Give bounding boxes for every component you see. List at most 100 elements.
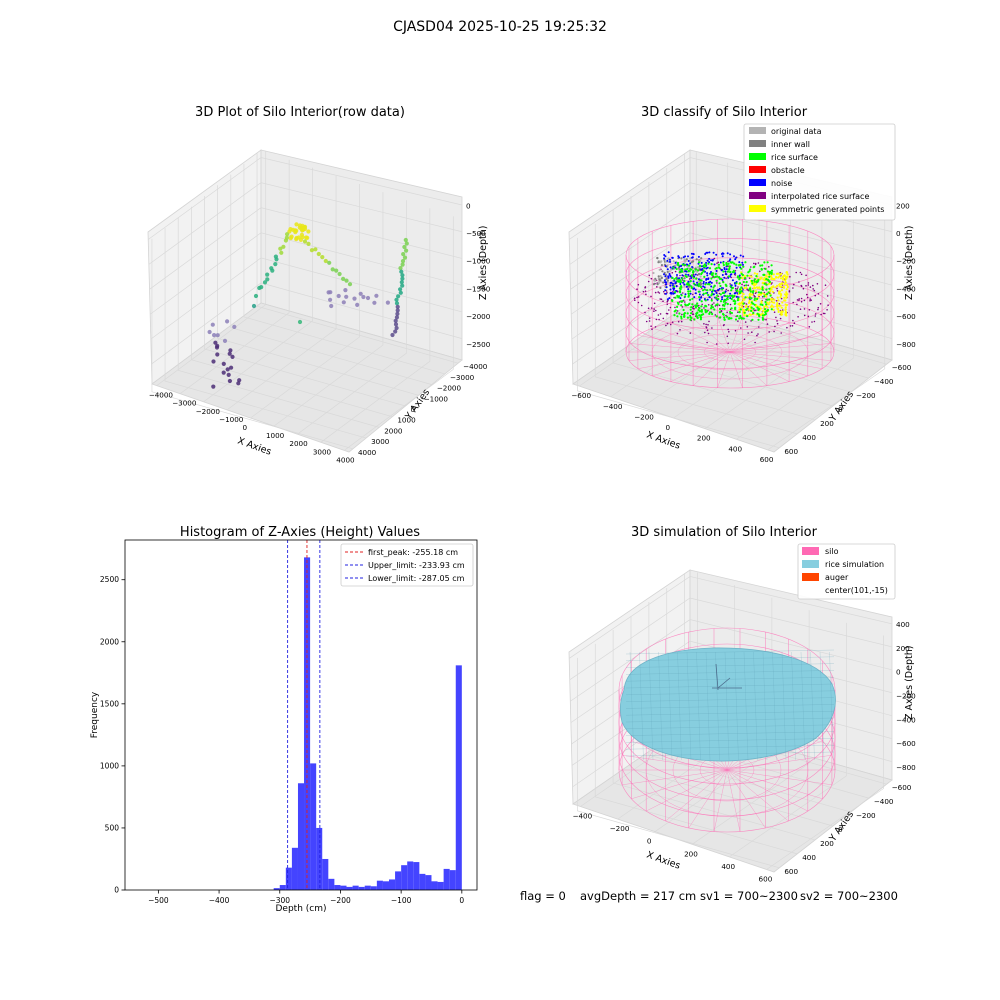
classify-point-noise <box>665 283 668 286</box>
classify-point-noise <box>672 292 675 295</box>
classify-point-rice <box>710 272 713 275</box>
classify-point-rice <box>686 312 689 315</box>
classify-point-symmetric <box>751 293 754 296</box>
classify-point-wall <box>657 275 660 278</box>
classify-point-noise <box>698 293 701 296</box>
classify-point-noise <box>691 266 694 268</box>
hist-xtick: −400 <box>209 896 230 905</box>
classify-point-interpolated <box>650 325 652 328</box>
classify-point-noise <box>706 259 709 262</box>
classify-point-interpolated <box>746 326 749 328</box>
classify-point-symmetric <box>786 273 789 276</box>
classify-point-rice <box>680 268 684 271</box>
classify-point-rice <box>751 282 754 285</box>
classify-point-interpolated <box>737 311 739 314</box>
classify-legend-swatch <box>749 166 766 173</box>
classify-point-symmetric <box>748 299 751 303</box>
classify-point-rice <box>765 293 769 296</box>
classify-point-rice <box>761 288 764 291</box>
classify-point-interpolated <box>808 326 811 328</box>
raw-point <box>394 315 399 320</box>
classify-point-rice <box>671 299 674 303</box>
classify-ytick: 400 <box>802 433 816 442</box>
classify-point-symmetric <box>747 301 751 304</box>
classify-point-rice <box>715 315 718 318</box>
raw-point <box>300 235 305 240</box>
classify-point-interpolated <box>707 304 710 306</box>
classify-xtick: −200 <box>634 412 654 421</box>
classify-point-rice <box>698 309 701 312</box>
raw-point <box>288 227 293 232</box>
classify-point-noise <box>711 259 714 262</box>
classify-point-interpolated <box>637 283 640 286</box>
sim-ztick: −200 <box>896 692 916 701</box>
classify-point-noise <box>671 256 674 259</box>
hist-bars <box>273 557 462 890</box>
classify-point-interpolated <box>757 333 759 335</box>
classify-point-interpolated <box>684 301 686 303</box>
classify-point-rice <box>700 300 703 303</box>
classify-point-noise <box>693 296 696 299</box>
classify-point-rice <box>689 280 692 283</box>
classify-point-interpolated <box>800 300 803 303</box>
classify-point-symmetric <box>780 306 783 309</box>
classify-point-rice <box>719 316 722 319</box>
classify-ytick: 200 <box>820 419 834 428</box>
classify-point-rice <box>699 318 703 321</box>
raw-xtick: −3000 <box>172 399 197 408</box>
classify-point-noise <box>738 274 741 277</box>
classify-point-interpolated <box>789 276 791 278</box>
classify-point-symmetric <box>759 307 762 310</box>
hist-bar <box>316 827 323 890</box>
classify-point-interpolated <box>754 341 756 344</box>
classify-point-noise <box>723 276 726 279</box>
classify-point-rice <box>676 305 679 308</box>
sim-xtick: 200 <box>684 849 698 858</box>
classify-point-interpolated <box>666 300 669 303</box>
classify-point-noise <box>683 283 686 286</box>
classify-point-rice <box>761 303 764 307</box>
classify-point-noise <box>707 277 710 280</box>
raw-plot: 3D Plot of Silo Interior(row data) 0 −500… <box>147 105 491 464</box>
classify-point-interpolated <box>653 302 656 305</box>
classify-point-interpolated <box>653 310 655 313</box>
classify-point-interpolated <box>743 284 746 287</box>
raw-point <box>329 303 334 309</box>
classify-point-rice <box>687 283 690 287</box>
hist-xtick: −500 <box>148 896 169 905</box>
classify-point-noise <box>709 280 712 283</box>
raw-xtick: 1000 <box>266 431 285 440</box>
classify-point-noise <box>742 263 744 266</box>
raw-point <box>297 319 303 325</box>
classify-point-interpolated <box>753 294 755 297</box>
classify-ytick: 0 <box>838 405 843 414</box>
sim-surface-mesh <box>667 651 673 761</box>
classify-point-rice <box>765 283 768 286</box>
classify-point-interpolated <box>753 262 755 265</box>
raw-point <box>213 340 218 345</box>
classify-point-symmetric <box>784 279 787 282</box>
classify-point-rice <box>736 314 739 318</box>
classify-point-rice <box>738 292 742 295</box>
raw-point <box>313 247 318 252</box>
classify-point-rice <box>746 315 749 318</box>
classify-point-symmetric <box>743 287 746 290</box>
classify-point-symmetric <box>785 271 788 274</box>
classify-point-symmetric <box>783 282 786 286</box>
classify-point-interpolated <box>674 270 677 273</box>
classify-point-noise <box>687 273 690 276</box>
classify-point-noise <box>721 268 723 271</box>
classify-point-interpolated <box>658 318 660 321</box>
classify-point-interpolated <box>663 290 665 293</box>
classify-point-rice <box>719 300 723 303</box>
classify-point-rice <box>690 285 693 288</box>
classify-point-noise <box>700 261 703 264</box>
raw-ytick: −4000 <box>463 362 488 371</box>
raw-point <box>270 268 275 273</box>
classify-point-rice <box>688 270 691 273</box>
classify-point-interpolated <box>637 301 640 304</box>
classify-point-symmetric <box>786 283 789 287</box>
sim-surface-mesh <box>819 651 825 761</box>
sim-surface-mesh <box>791 651 796 761</box>
classify-point-rice <box>710 263 713 266</box>
